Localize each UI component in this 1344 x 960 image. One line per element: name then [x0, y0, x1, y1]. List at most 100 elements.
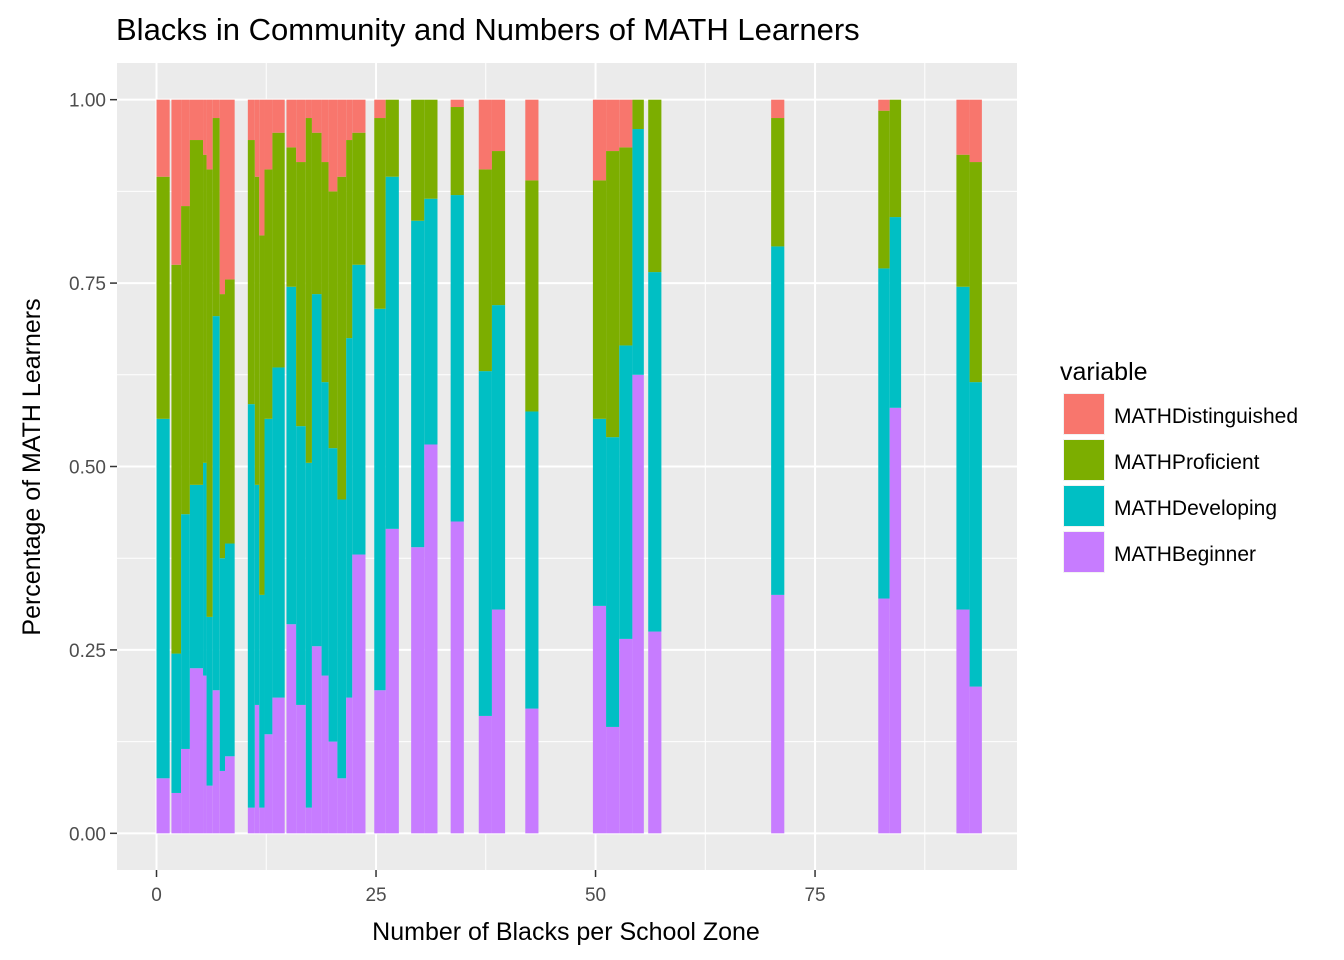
- bar-segment-distinguished: [478, 99, 492, 170]
- y-tick-label: 0.00: [69, 824, 106, 845]
- bar-segment-proficient: [296, 162, 306, 427]
- bar-segment-distinguished: [321, 99, 329, 163]
- bar-segment-developing: [219, 558, 225, 771]
- bar-segment-developing: [311, 294, 322, 647]
- bar-segment-beginner: [296, 704, 306, 834]
- legend-label: MATHProficient: [1114, 451, 1260, 474]
- bar-segment-distinguished: [181, 99, 190, 207]
- legend: variable MATHDistinguished MATHProficient…: [1060, 358, 1298, 573]
- stacked-bars: [156, 99, 982, 834]
- bar-segment-proficient: [374, 118, 386, 309]
- bar-segment-beginner: [181, 748, 190, 834]
- bar-segment-developing: [305, 462, 312, 808]
- y-tick-label: 0.75: [69, 274, 106, 295]
- legend-swatch: [1064, 532, 1104, 572]
- bar-segment-developing: [956, 286, 970, 610]
- bar-segment-distinguished: [305, 99, 312, 119]
- bar-segment-beginner: [171, 792, 182, 834]
- bar-segment-developing: [321, 382, 329, 676]
- bar-segment-developing: [619, 345, 633, 639]
- bar-segment-beginner: [491, 609, 506, 834]
- bar-segment-proficient: [219, 294, 225, 559]
- bar-segment-proficient: [878, 110, 890, 269]
- bar-segment-developing: [525, 411, 539, 709]
- bar-segment-distinguished: [272, 99, 285, 133]
- x-axis-title: Number of Blacks per School Zone: [372, 918, 760, 946]
- bar-segment-beginner: [254, 704, 260, 834]
- bar-segment-beginner: [219, 770, 225, 834]
- bar-segment-developing: [969, 382, 982, 687]
- bar-segment-developing: [374, 308, 386, 691]
- bar-segment-developing: [328, 448, 338, 742]
- bar-segment-developing: [181, 514, 190, 749]
- bar-segment-developing: [264, 418, 273, 735]
- bar-segment-proficient: [264, 169, 273, 419]
- legend-label: MATHDistinguished: [1114, 405, 1298, 428]
- bar-segment-proficient: [311, 132, 322, 295]
- legend-swatch: [1064, 440, 1104, 480]
- legend-label: MATHDeveloping: [1114, 497, 1277, 520]
- bar-segment-beginner: [225, 756, 235, 834]
- y-tick-label: 0.25: [69, 641, 106, 662]
- bar-segment-beginner: [592, 605, 607, 834]
- x-tick-label: 0: [151, 885, 162, 906]
- bar-segment-proficient: [632, 99, 644, 130]
- bar-segment-developing: [259, 594, 265, 808]
- bar-segment-proficient: [771, 118, 785, 247]
- bar-segment-developing: [424, 198, 438, 445]
- bar-segment-proficient: [328, 191, 338, 449]
- bar-segment-developing: [632, 129, 644, 375]
- y-tick-label: 0.50: [69, 458, 106, 479]
- bar-segment-developing: [648, 272, 662, 632]
- bar-segment-proficient: [424, 99, 438, 199]
- bar-segment-distinguished: [156, 99, 170, 177]
- bar-segment-beginner: [956, 609, 970, 834]
- y-tick-label: 1.00: [69, 91, 106, 112]
- bar-segment-distinguished: [491, 99, 506, 152]
- bar-segment-proficient: [969, 162, 982, 383]
- bar-segment-distinguished: [219, 99, 225, 295]
- bar-segment-developing: [411, 220, 425, 548]
- bar-segment-beginner: [478, 715, 492, 834]
- bar-segment-developing: [878, 268, 890, 599]
- bar-segment-beginner: [352, 554, 366, 834]
- bar-segment-distinguished: [296, 99, 306, 163]
- bar-segment-proficient: [450, 107, 464, 196]
- bar-segment-developing: [592, 418, 607, 606]
- bar-segment-beginner: [385, 528, 399, 834]
- bar-segment-developing: [352, 264, 366, 555]
- bar-segment-beginner: [321, 675, 329, 834]
- bar-segment-proficient: [321, 162, 329, 383]
- bar-segment-distinguished: [225, 99, 235, 280]
- bar-segment-distinguished: [286, 99, 297, 148]
- bar-segment-beginner: [305, 807, 312, 834]
- bar-segment-proficient: [212, 118, 220, 317]
- bar-segment-developing: [771, 246, 785, 595]
- bar-segment-proficient: [189, 140, 204, 485]
- bar-segment-beginner: [525, 708, 539, 834]
- bar-segment-beginner: [212, 690, 220, 834]
- bar-segment-proficient: [337, 176, 347, 500]
- bar-segment-proficient: [352, 132, 366, 265]
- bar-segment-beginner: [286, 624, 297, 834]
- bar-segment-distinguished: [259, 99, 265, 236]
- bar-segment-beginner: [203, 675, 207, 834]
- x-axis-ticks: 0 25 50 75: [151, 870, 826, 906]
- bar-segment-proficient: [619, 147, 633, 346]
- bar-segment-proficient: [956, 154, 970, 287]
- bar-segment-distinguished: [346, 99, 353, 141]
- bar-segment-beginner: [889, 407, 902, 834]
- bar-segment-beginner: [259, 807, 265, 834]
- legend-swatch: [1064, 394, 1104, 434]
- bar-segment-developing: [450, 195, 464, 522]
- bar-segment-distinguished: [171, 99, 182, 265]
- bar-segment-distinguished: [328, 99, 338, 192]
- bar-segment-beginner: [346, 697, 353, 834]
- bar-segment-proficient: [286, 147, 297, 287]
- bar-segment-proficient: [171, 264, 182, 654]
- bar-segment-developing: [491, 305, 506, 610]
- bar-segment-developing: [189, 484, 204, 669]
- bar-segment-beginner: [272, 697, 285, 834]
- bar-segment-distinguished: [254, 99, 260, 177]
